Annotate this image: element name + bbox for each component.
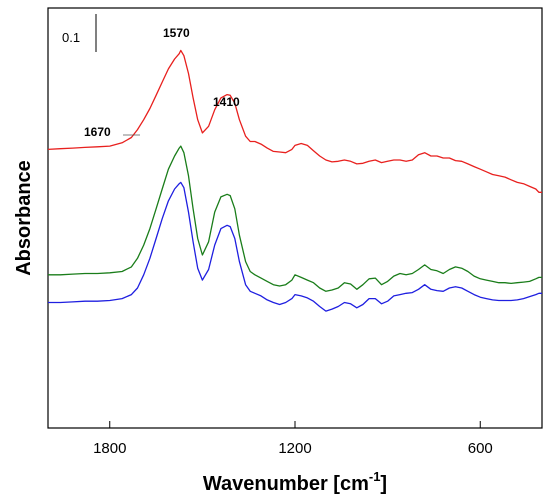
x-axis-title-superscript: -1 [369, 469, 381, 484]
spectrum-line-2 [48, 145, 542, 292]
spectrum-line-3 [48, 181, 542, 312]
plot-frame [47, 7, 543, 429]
peak-label-1410: 1410 [213, 95, 240, 109]
x-axis-title-suffix: ] [380, 473, 387, 495]
spectrum-line-1 [47, 49, 542, 193]
x-tick-label-600: 600 [468, 440, 493, 457]
x-tick-label-1800: 1800 [93, 440, 126, 457]
peak-label-1570: 1570 [163, 26, 190, 40]
x-axis-ticks: 1800 1200 600 [93, 421, 493, 457]
x-tick-label-1200: 1200 [278, 440, 311, 457]
peak-label-1670: 1670 [84, 125, 111, 139]
series-layer [47, 49, 542, 312]
x-axis-title-main: Wavenumber [cm [203, 473, 369, 495]
x-axis-title: Wavenumber [cm-1] [203, 469, 387, 495]
scale-bar-label: 0.1 [62, 30, 80, 45]
y-axis-title: Absorbance [13, 160, 35, 276]
